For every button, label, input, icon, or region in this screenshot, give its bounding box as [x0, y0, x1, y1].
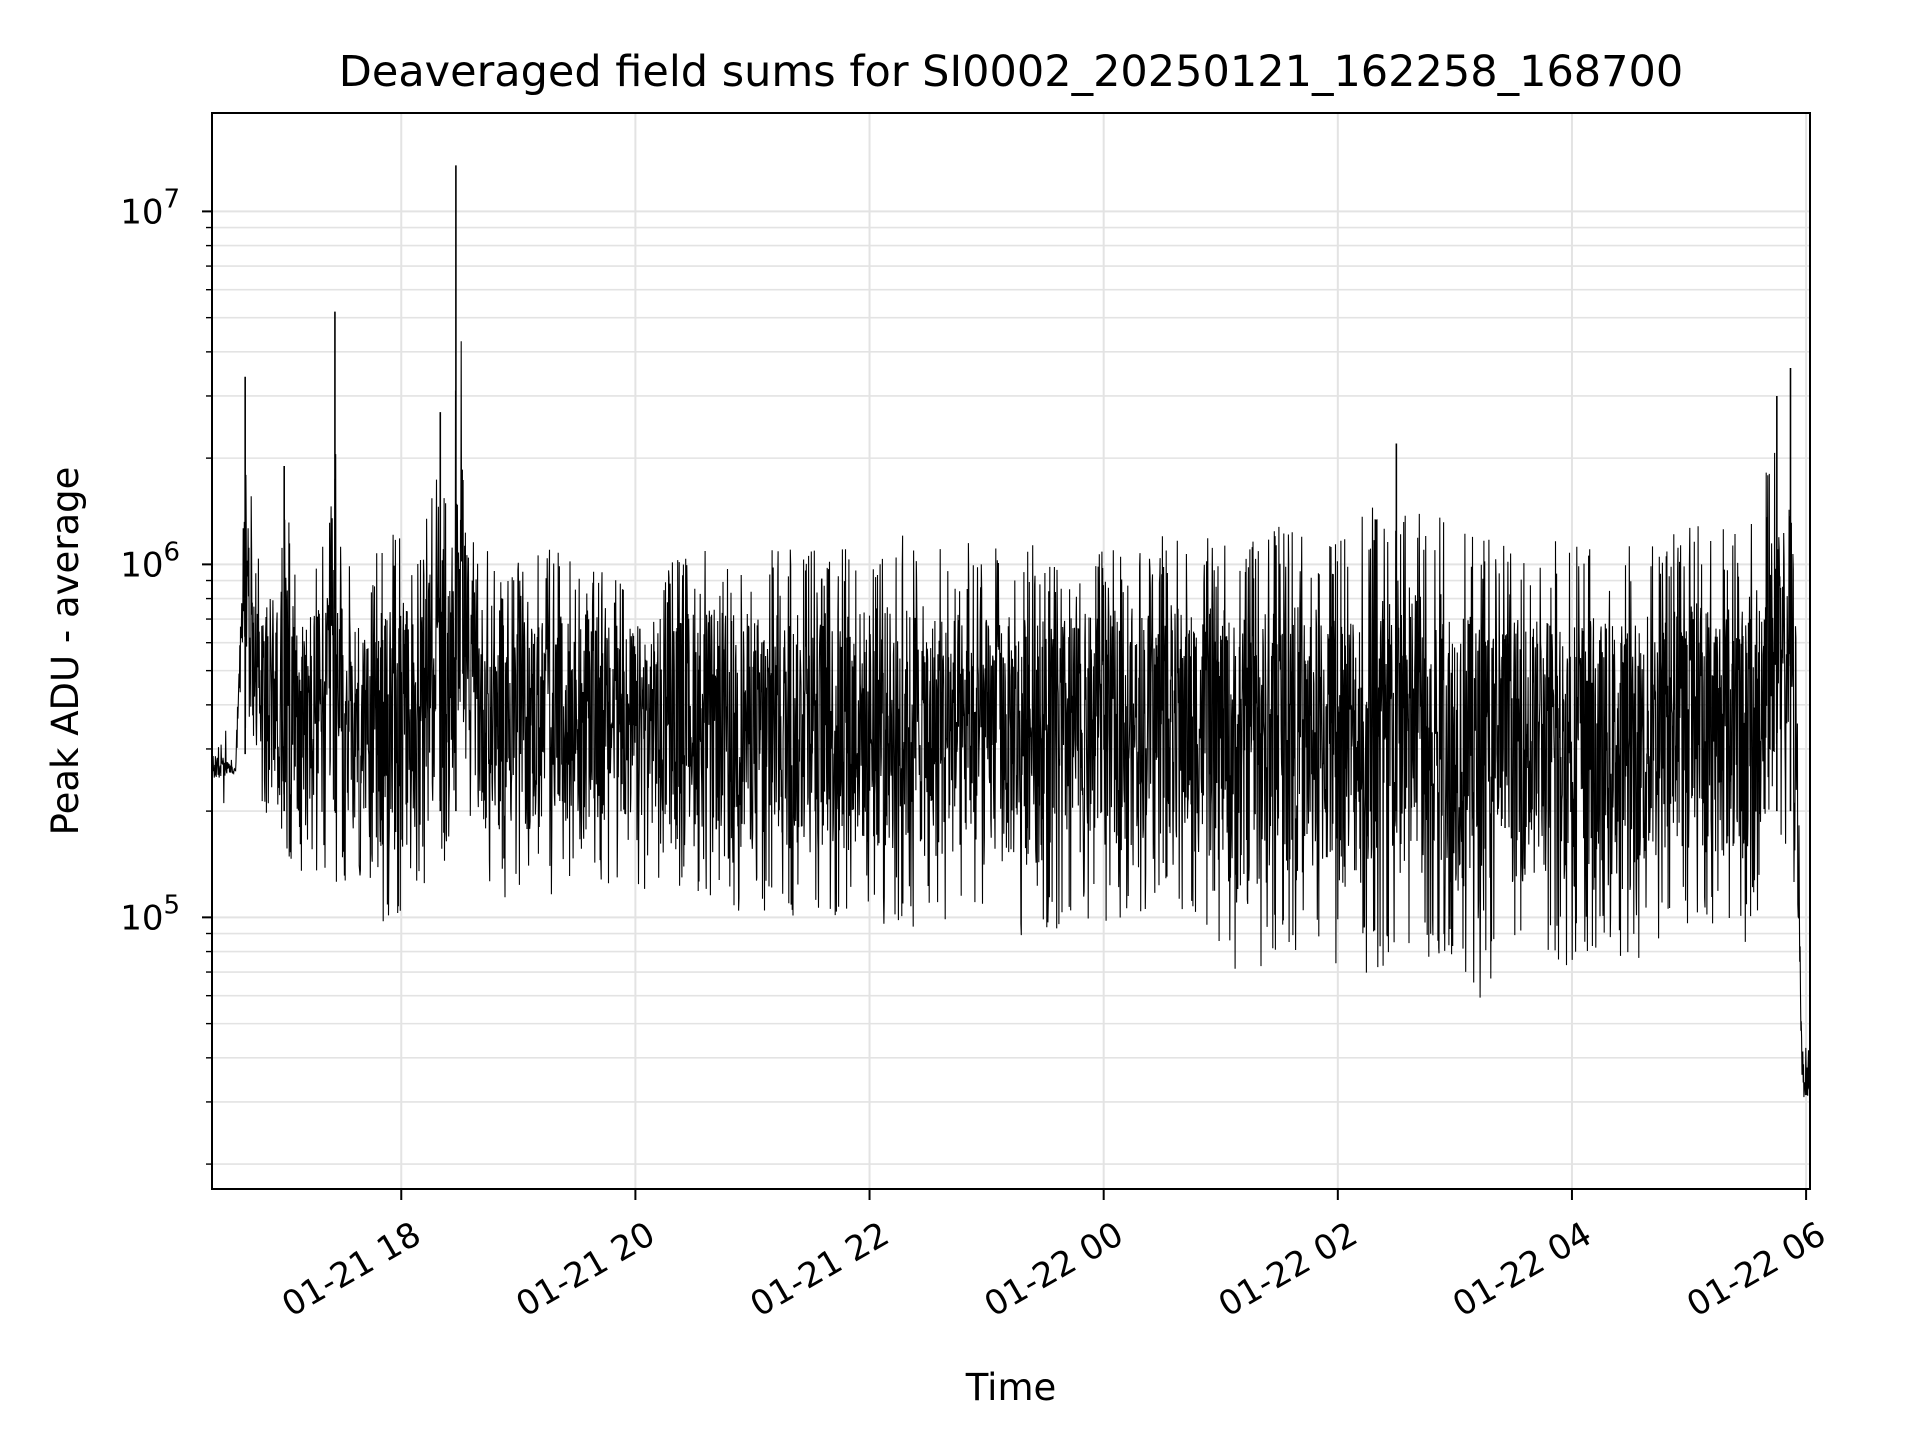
y-tick-label: 105: [120, 890, 180, 938]
y-axis-label: Peak ADU - average: [44, 467, 87, 836]
series-layer: [211, 165, 1811, 1098]
plot-area: [211, 112, 1811, 1190]
x-axis-label: Time: [965, 1366, 1057, 1409]
y-tick-label: 106: [120, 537, 180, 585]
chart-title: Deaveraged field sums for SI0002_2025012…: [339, 47, 1684, 97]
series-line: [211, 341, 1811, 1098]
y-tick-label: 107: [120, 184, 180, 232]
